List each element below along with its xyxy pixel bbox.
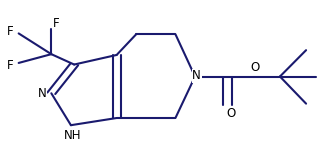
Text: NH: NH (64, 129, 81, 142)
Text: F: F (53, 17, 59, 29)
Text: N: N (192, 69, 201, 82)
Text: F: F (7, 59, 14, 72)
Text: O: O (251, 61, 260, 74)
Text: N: N (38, 87, 47, 100)
Text: O: O (226, 107, 236, 120)
Text: F: F (7, 24, 14, 38)
